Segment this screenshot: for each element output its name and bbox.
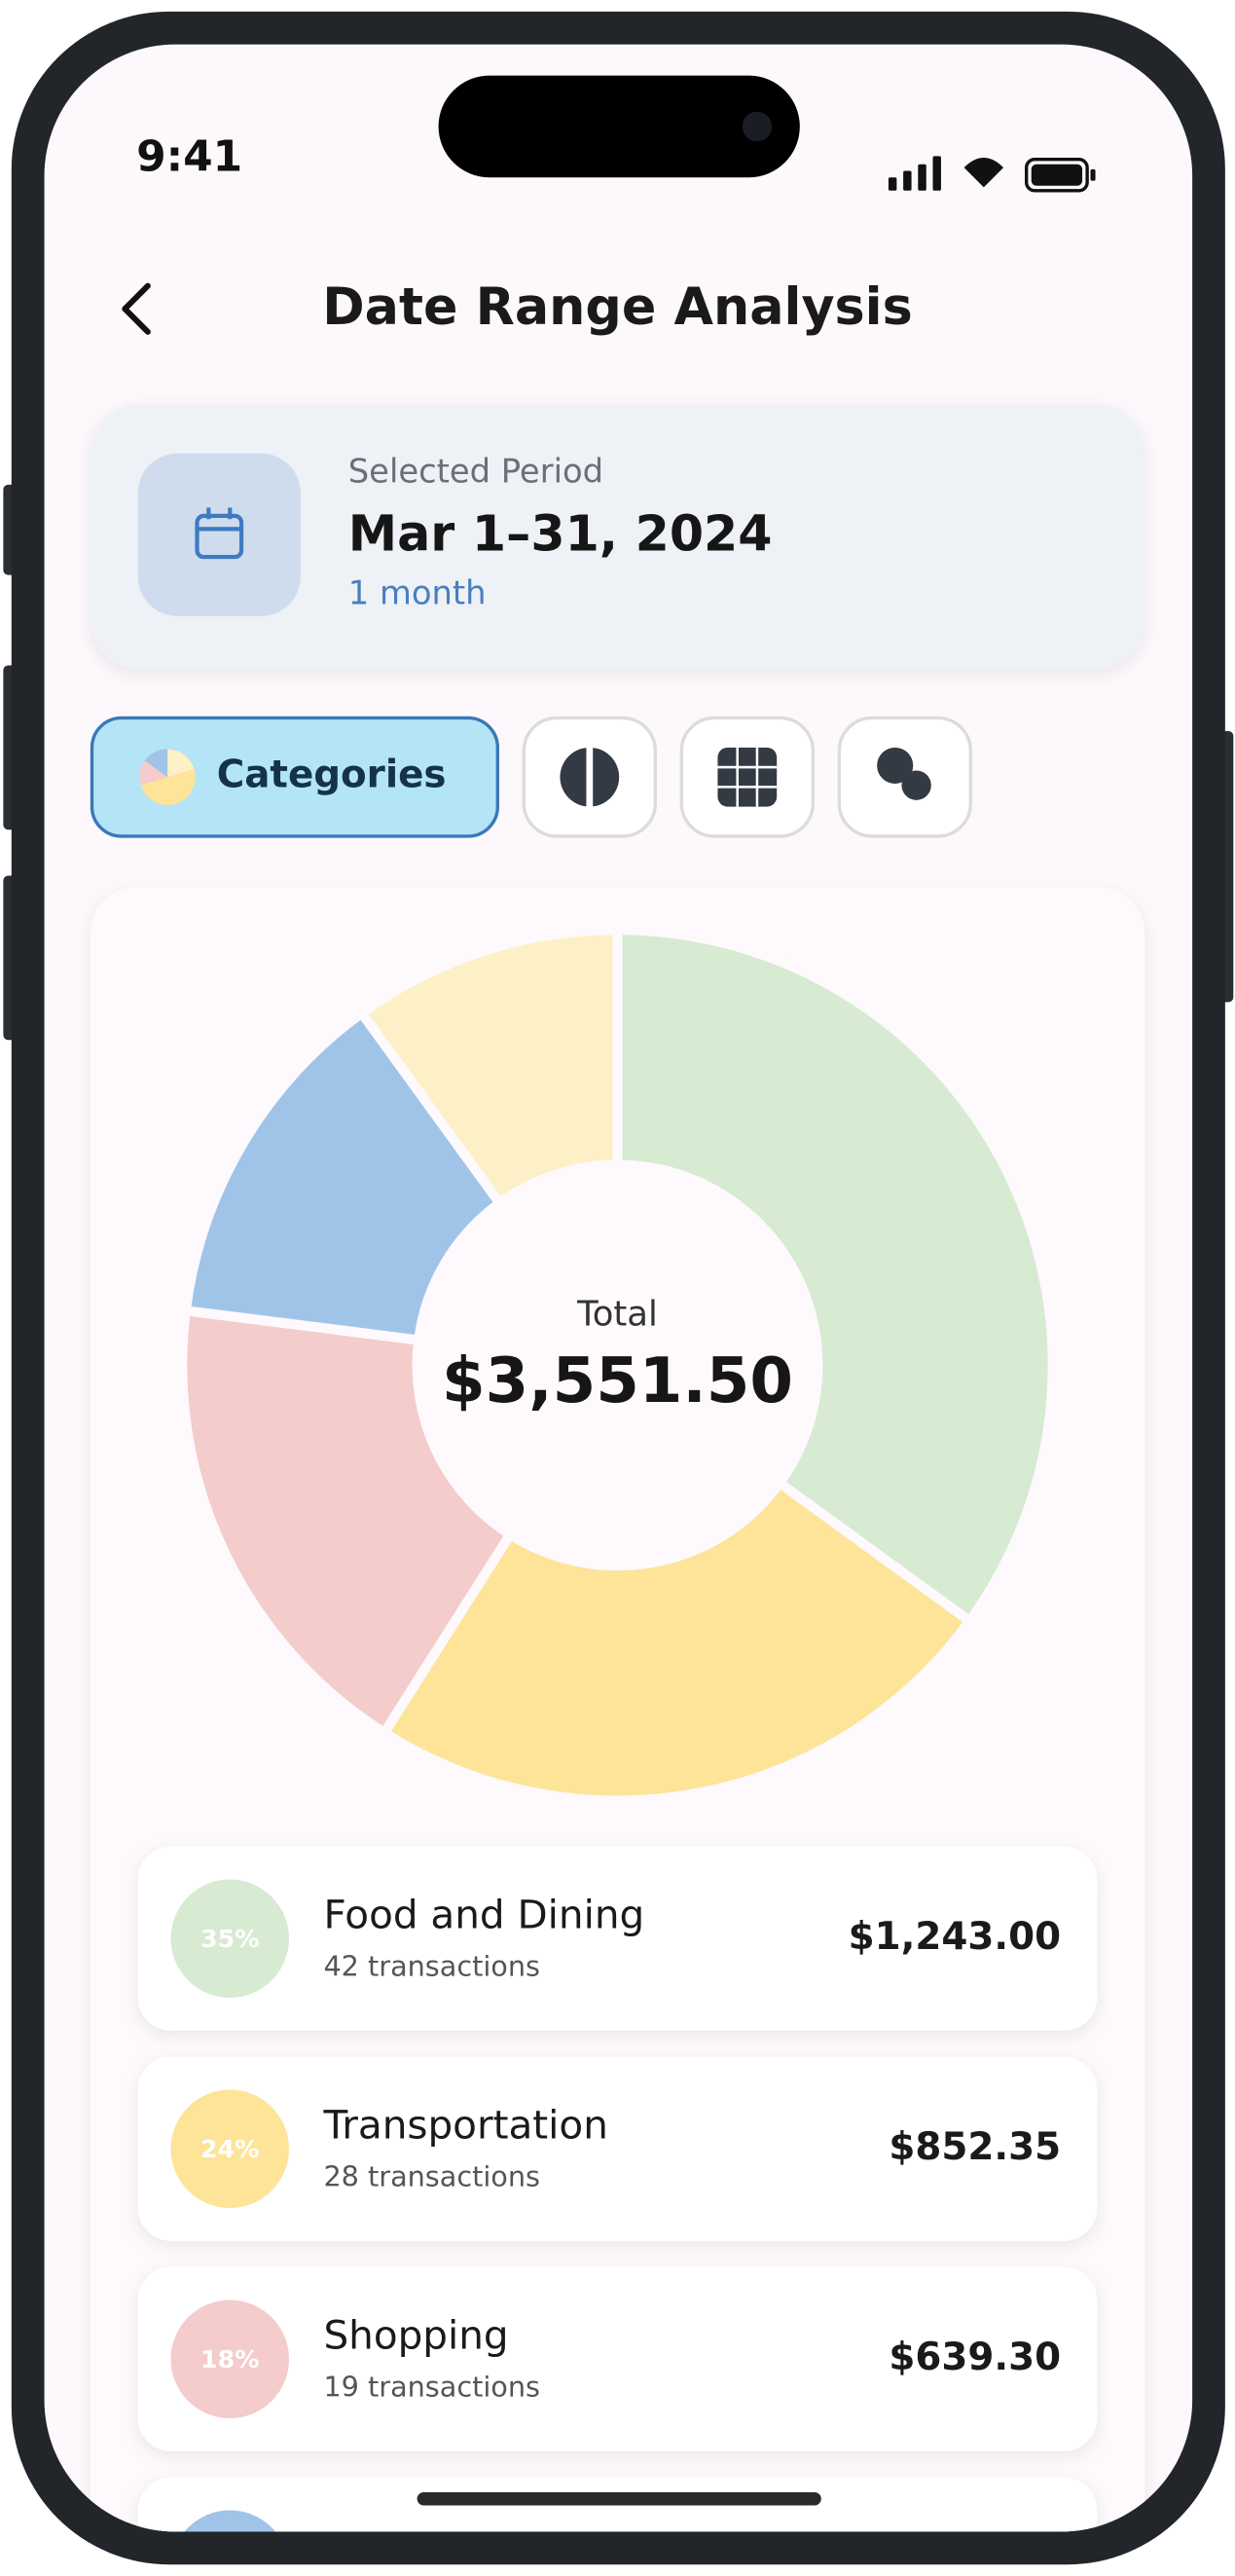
page-title: Date Range Analysis [322,277,912,337]
item-percent: 35% [200,1925,260,1953]
item-amount: $852.35 [889,2125,1061,2169]
period-duration: 1 month [348,573,487,611]
period-card [90,404,1145,669]
item-amount: $639.30 [889,2336,1061,2379]
time: 9:41 [136,132,242,182]
list-item[interactable] [137,2266,1098,2451]
donut-hole [420,1167,815,1563]
donut-slice[interactable] [354,925,623,1210]
camera [742,111,773,142]
tab-categories[interactable] [90,716,499,838]
calendar-icon [195,507,244,560]
battery [1025,158,1096,193]
period-range: Mar 1–31, 2024 [348,504,773,562]
grid-icon [717,747,778,807]
list-item[interactable] [137,1846,1098,2031]
tab-label: Categories [217,754,447,797]
item-count: 28 transactions [323,2160,540,2193]
wifi [963,158,1004,188]
item-name: Food and Dining [323,1891,644,1937]
list-item[interactable] [137,2477,1098,2576]
total-value: $3,551.50 [442,1344,793,1417]
list-item[interactable] [137,2056,1098,2241]
item-badge [170,2300,289,2418]
donut-slice[interactable] [180,1006,507,1346]
total-label: Total [576,1295,658,1335]
item-name: Shopping [323,2311,508,2358]
home-indicator [417,2491,821,2506]
donut-slice[interactable] [377,1476,977,1806]
bubble-icon [901,770,931,800]
item-badge [170,2089,289,2208]
grid-icon-lines [717,747,778,807]
tab-pie-icon [139,749,196,805]
item-count: 42 transactions [323,1950,540,1983]
category-list: 35% Food and Dining 42 transactions $1,243.… [137,1846,1098,2451]
period-label: Selected Period [348,452,603,490]
item-percent: 24% [200,2135,260,2163]
signal [888,156,941,191]
calendar-tile [137,453,301,616]
donut-slice[interactable] [612,925,1058,1629]
donut-chart [177,925,1058,1806]
item-amount: $1,243.00 [849,1915,1061,1959]
item-badge [170,1879,289,1998]
compare-icon-split [586,744,594,810]
item-percent: 18% [200,2345,260,2374]
item-name: Transportation [322,2101,607,2148]
donut-slice[interactable] [177,1305,518,1740]
dynamic-island [438,75,800,178]
item-count: 19 transactions [323,2371,540,2404]
bubble-icon [877,747,914,784]
back-button[interactable] [122,282,151,335]
